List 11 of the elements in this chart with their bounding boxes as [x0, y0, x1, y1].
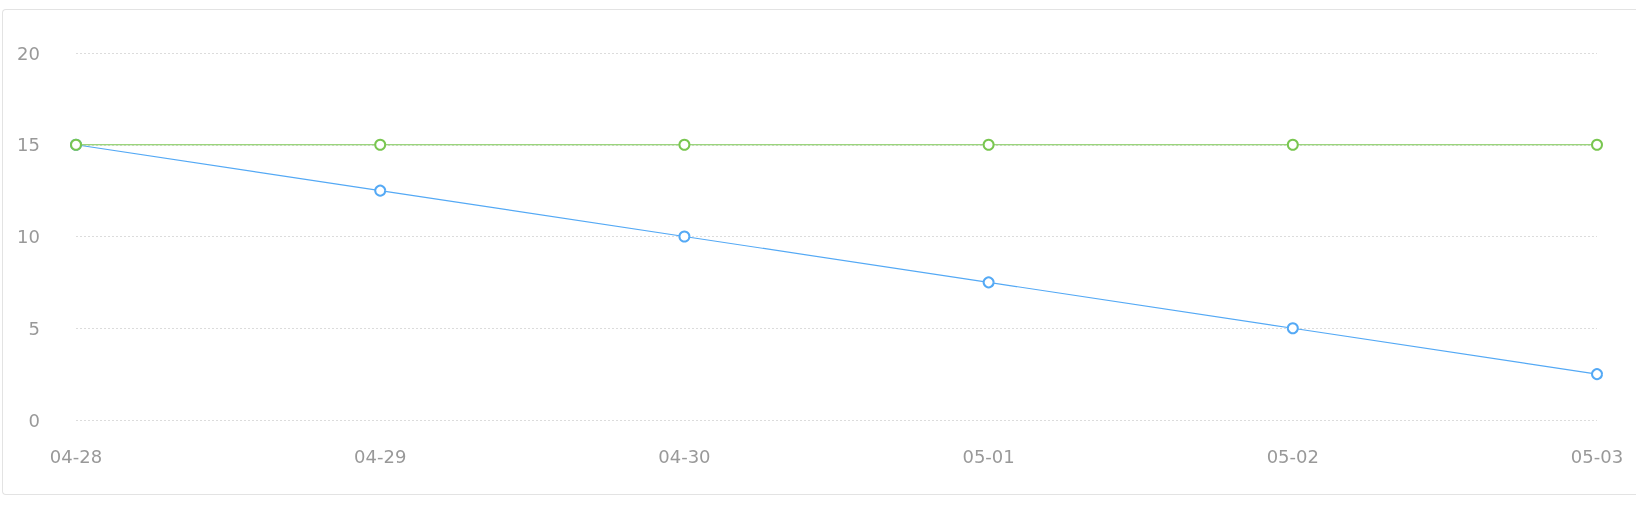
x-tick-label: 04-29	[354, 445, 407, 467]
x-tick-label: 04-30	[658, 445, 711, 467]
y-tick-label: 0	[28, 409, 40, 431]
x-tick-label: 04-28	[49, 445, 103, 467]
y-tick-label: 15	[17, 134, 40, 156]
y-tick-label: 20	[17, 42, 40, 64]
x-tick-label: 05-02	[1266, 445, 1319, 467]
y-tick-label: 5	[28, 317, 40, 339]
x-tick-label: 05-03	[1570, 445, 1624, 467]
x-tick-label: 05-01	[962, 445, 1015, 467]
y-tick-label: 10	[17, 226, 40, 247]
